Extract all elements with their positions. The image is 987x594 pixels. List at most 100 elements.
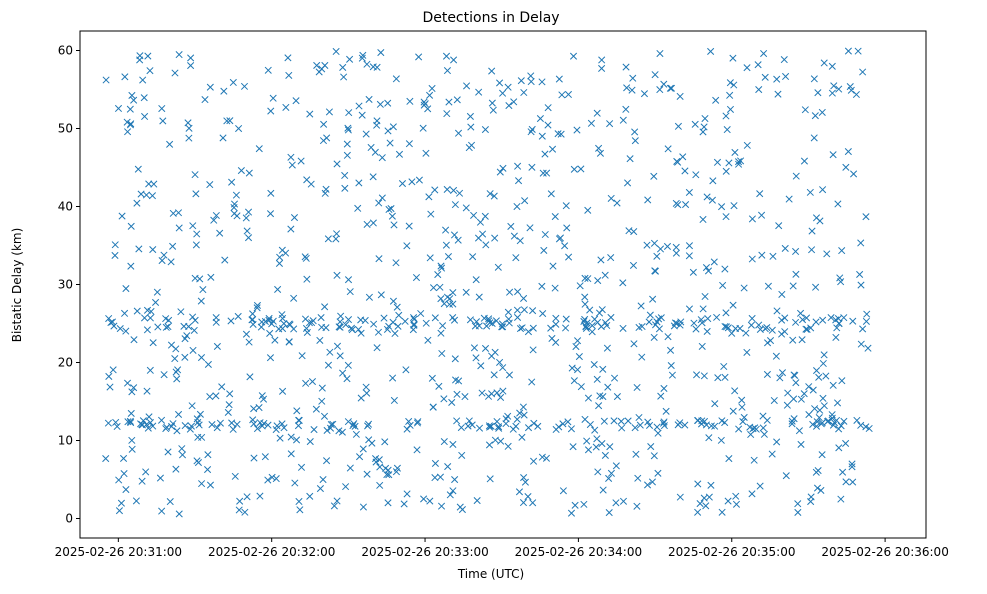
data-point	[197, 297, 205, 305]
data-point	[142, 468, 150, 476]
data-point	[255, 145, 263, 153]
data-point	[297, 463, 306, 471]
data-point	[499, 164, 507, 172]
data-point	[350, 420, 358, 428]
data-point	[449, 440, 457, 449]
data-point	[798, 316, 807, 324]
data-point	[453, 96, 461, 104]
data-point	[657, 314, 665, 322]
data-point	[303, 275, 311, 283]
data-point	[450, 231, 459, 239]
data-point	[369, 173, 377, 181]
data-point	[194, 433, 202, 441]
data-point	[363, 60, 371, 68]
y-tick-label: 30	[58, 278, 73, 292]
data-point	[323, 426, 331, 435]
data-point	[689, 268, 697, 276]
data-point	[526, 224, 534, 232]
data-point	[781, 244, 789, 252]
data-point	[169, 420, 177, 428]
data-point	[464, 422, 472, 430]
data-point	[823, 418, 832, 426]
data-point	[728, 329, 736, 337]
data-point	[505, 319, 513, 327]
data-point	[829, 421, 837, 429]
data-point	[607, 313, 615, 321]
data-point	[472, 318, 481, 326]
data-point	[235, 506, 243, 514]
data-point	[598, 306, 606, 314]
data-point	[551, 284, 559, 292]
data-point	[481, 344, 490, 353]
data-point	[206, 83, 214, 91]
data-point	[282, 249, 290, 257]
data-point	[226, 117, 234, 125]
data-point	[369, 63, 377, 71]
data-point	[269, 94, 277, 102]
data-point	[576, 282, 584, 290]
data-point	[528, 378, 536, 386]
data-point	[137, 420, 145, 428]
data-point	[748, 314, 756, 323]
data-point	[140, 94, 148, 102]
data-point	[660, 418, 668, 426]
data-point	[865, 424, 873, 433]
data-point	[442, 226, 450, 234]
data-point	[115, 507, 124, 515]
data-point	[833, 324, 841, 332]
data-point	[743, 64, 751, 72]
data-point	[188, 402, 196, 410]
data-point	[573, 126, 581, 134]
data-point	[196, 410, 204, 418]
data-point	[355, 179, 363, 187]
data-point	[343, 140, 351, 148]
data-point	[792, 172, 800, 180]
data-point	[346, 288, 354, 296]
data-point	[528, 163, 536, 171]
data-point	[672, 199, 680, 207]
data-point	[136, 56, 144, 64]
data-point	[111, 251, 119, 260]
data-point	[790, 371, 798, 379]
data-point	[223, 117, 231, 125]
data-point	[386, 139, 394, 147]
data-point	[630, 228, 638, 236]
data-point	[153, 288, 161, 296]
data-point	[820, 59, 828, 67]
data-point	[694, 480, 702, 488]
data-point	[159, 117, 167, 125]
data-point	[496, 79, 504, 87]
data-point	[517, 77, 525, 85]
data-point	[127, 419, 135, 427]
data-point	[748, 490, 756, 498]
data-point	[403, 242, 411, 250]
data-point	[172, 465, 180, 473]
data-point	[469, 253, 477, 261]
data-point	[622, 105, 630, 113]
y-axis-ticks: 0 10 20 30 40 50 60	[58, 44, 80, 526]
data-point	[660, 384, 668, 393]
data-point	[358, 111, 366, 119]
data-point	[181, 353, 189, 361]
data-point	[842, 163, 850, 171]
data-point	[354, 325, 363, 334]
data-point	[729, 301, 737, 309]
data-point	[354, 204, 362, 212]
data-point	[484, 392, 493, 400]
data-point	[519, 499, 528, 507]
data-point	[724, 497, 732, 505]
data-point	[638, 353, 646, 361]
data-point	[306, 438, 314, 446]
data-point	[499, 323, 507, 331]
data-point	[702, 502, 710, 510]
data-point	[187, 62, 195, 70]
data-point	[605, 474, 613, 483]
data-point	[544, 121, 552, 129]
data-point	[268, 473, 276, 481]
data-point	[587, 119, 595, 127]
data-point	[758, 251, 766, 259]
data-point	[245, 338, 253, 346]
data-point	[453, 390, 461, 398]
data-point	[142, 191, 150, 199]
data-point	[653, 252, 661, 260]
